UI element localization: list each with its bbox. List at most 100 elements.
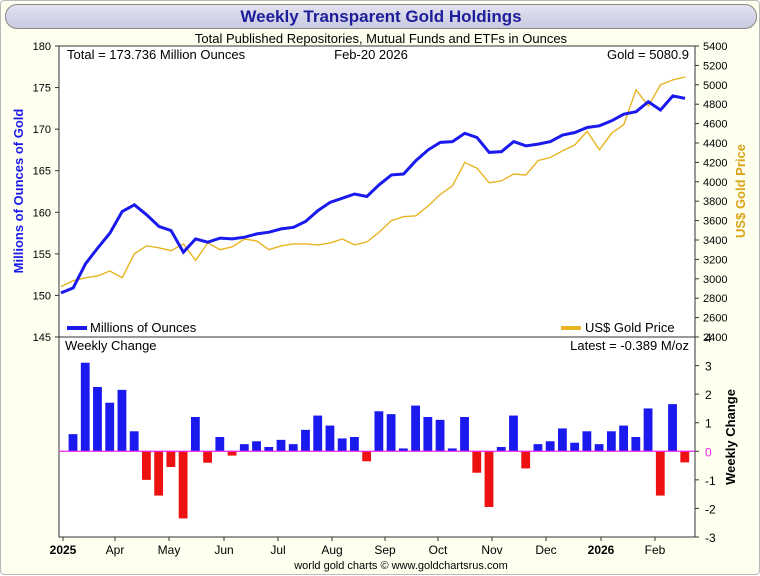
chart-title: Weekly Transparent Gold Holdings — [240, 7, 522, 26]
x-tick-label: Jul — [270, 543, 285, 557]
weekly-change-bar — [570, 442, 580, 452]
weekly-change-bar — [252, 441, 261, 452]
x-tick-label: 2025 — [50, 543, 77, 557]
left-tick-label: 175 — [33, 83, 51, 95]
weekly-change-bar — [190, 417, 200, 452]
weekly-change-bar — [643, 408, 653, 452]
left-tick-label: 180 — [33, 41, 51, 53]
total-label: Total = 173.736 Million Ounces — [67, 47, 246, 62]
weekly-change-bar — [264, 447, 274, 452]
holdings-line — [60, 94, 686, 295]
weekly-change-bar — [472, 451, 482, 473]
weekly-change-bar — [509, 415, 518, 452]
right-tick-label: 5400 — [703, 41, 727, 53]
weekly-change-bar — [558, 428, 567, 452]
weekly-change-bar — [655, 451, 665, 496]
weekly-change-title: Weekly Change — [65, 338, 157, 353]
left-axis-ticks: 145 150 155 160 165 170 175 180 — [33, 41, 59, 344]
weekly-change-bar — [594, 444, 604, 452]
x-tick-label: 2026 — [588, 543, 615, 557]
right-axis-title: US$ Gold Price — [733, 144, 748, 238]
date-label: Feb-20 2026 — [334, 47, 408, 62]
x-tick-label: Sep — [374, 543, 396, 557]
weekly-change-bar — [447, 448, 457, 452]
weekly-change-tick-label: 2 — [705, 388, 712, 402]
left-tick-label: 165 — [33, 166, 51, 178]
gold-legend-label: US$ Gold Price — [585, 320, 675, 335]
weekly-change-bar — [680, 451, 690, 463]
weekly-change-tick-label: 0 — [705, 445, 712, 459]
weekly-change-bar — [582, 431, 592, 452]
x-tick-label: Aug — [321, 543, 342, 557]
right-tick-label: 5000 — [703, 80, 727, 92]
weekly-change-bar — [374, 411, 384, 452]
right-tick-label: 4000 — [703, 177, 727, 189]
right-tick-label: 4200 — [703, 157, 727, 169]
weekly-change-bar — [362, 451, 372, 462]
holdings-legend-label: Millions of Ounces — [90, 320, 197, 335]
weekly-change-bar — [166, 451, 176, 467]
right-tick-label: 2400 — [703, 332, 727, 344]
left-axis-title: Millions of Ounces of Gold — [11, 109, 26, 274]
right-tick-label: 3000 — [703, 274, 727, 286]
x-axis-ticks: 2025 Apr May Jun Jul Aug Sep Oct Nov Dec 2026 Feb — [50, 537, 666, 557]
weekly-change-bar — [545, 441, 555, 452]
left-tick-label: 145 — [33, 332, 51, 344]
right-tick-label: 2600 — [703, 313, 727, 325]
gold-price-label: Gold = 5080.9 — [607, 47, 689, 62]
left-tick-label: 170 — [33, 124, 51, 136]
right-axis-ticks: 2400 2600 2800 3000 3200 3400 3600 3800 4000 4200… — [695, 41, 727, 344]
right-tick-label: 5200 — [703, 60, 727, 72]
weekly-change-bar — [521, 451, 531, 469]
weekly-change-bar — [496, 447, 506, 452]
weekly-change-bar — [288, 444, 298, 452]
weekly-change-bar — [93, 387, 102, 452]
footer-credit: world gold charts © www.goldchartsrus.co… — [293, 560, 508, 572]
right-tick-label: 3400 — [703, 235, 727, 247]
weekly-change-tick-label: -2 — [705, 502, 716, 516]
weekly-change-bar — [350, 437, 359, 452]
weekly-change-bar — [203, 451, 212, 463]
x-tick-label: Feb — [645, 543, 666, 557]
weekly-change-tick-label: -3 — [705, 531, 716, 545]
right-tick-label: 4400 — [703, 138, 727, 150]
left-tick-label: 160 — [33, 207, 51, 219]
weekly-change-bar — [227, 451, 237, 456]
weekly-change-bar — [313, 415, 323, 452]
weekly-change-axis-ticks: -3 -2 -1 0 1 2 3 4 — [695, 331, 716, 545]
right-tick-label: 4800 — [703, 99, 727, 111]
right-tick-label: 3200 — [703, 254, 727, 266]
weekly-change-bar — [142, 451, 151, 480]
weekly-change-bar — [606, 431, 616, 452]
left-tick-label: 150 — [33, 290, 51, 302]
weekly-change-bar — [533, 444, 543, 452]
weekly-change-tick-label: 1 — [705, 417, 712, 431]
right-tick-label: 4600 — [703, 119, 727, 131]
weekly-change-bar — [668, 404, 677, 452]
gold-price-line — [60, 76, 686, 288]
right-tick-label: 3600 — [703, 216, 727, 228]
weekly-change-bar — [325, 425, 335, 452]
weekly-change-bar — [68, 434, 78, 452]
weekly-change-bar — [215, 437, 225, 452]
weekly-change-bar — [484, 451, 494, 507]
weekly-change-bar — [386, 414, 396, 452]
x-tick-label: Nov — [481, 543, 502, 557]
latest-annotation: Latest = -0.389 M/oz — [570, 338, 689, 353]
weekly-change-bar — [460, 417, 469, 452]
x-tick-label: Oct — [429, 543, 448, 557]
weekly-change-bar — [105, 402, 115, 452]
left-tick-label: 155 — [33, 249, 51, 261]
weekly-change-bar — [276, 439, 286, 452]
weekly-change-tick-label: 4 — [705, 331, 712, 345]
upper-plot-area — [58, 45, 696, 338]
right-tick-label: 2800 — [703, 293, 727, 305]
subtitle: Total Published Repositories, Mutual Fun… — [195, 31, 568, 46]
weekly-change-bar — [301, 429, 310, 452]
x-tick-label: May — [158, 543, 181, 557]
weekly-change-axis-title: Weekly Change — [723, 389, 738, 485]
weekly-change-bar — [398, 448, 408, 452]
weekly-change-bar — [337, 438, 347, 452]
weekly-change-bar — [178, 451, 188, 519]
